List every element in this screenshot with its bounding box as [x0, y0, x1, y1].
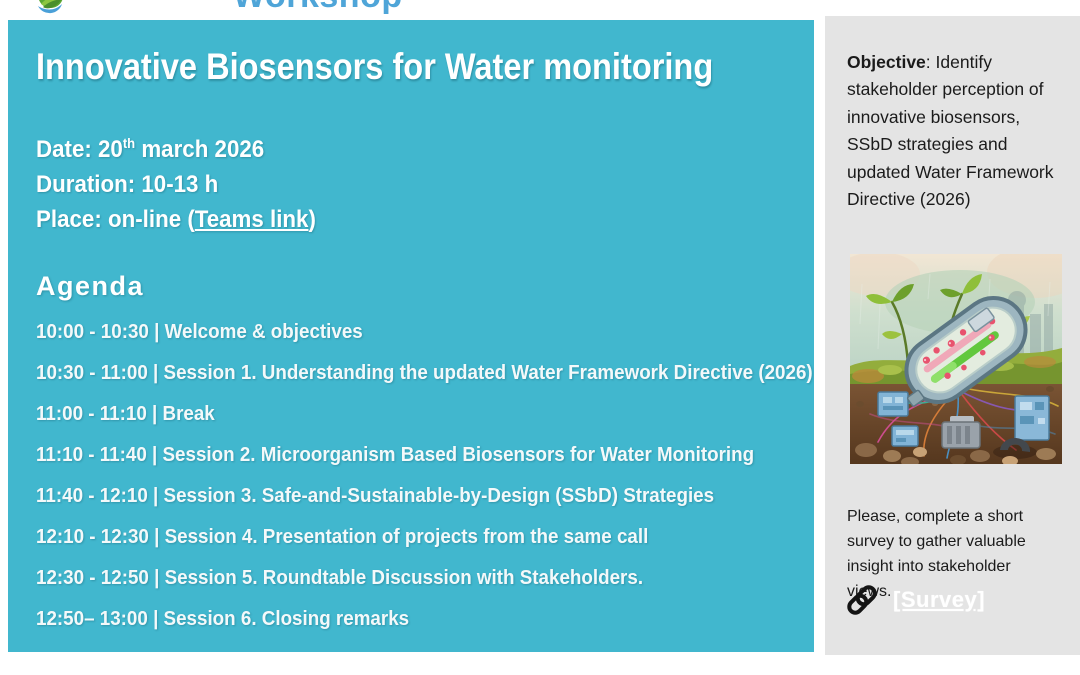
teams-link[interactable]: Teams link	[194, 206, 309, 233]
biosensor-soil-illustration	[850, 254, 1062, 464]
page-title: Innovative Biosensors for Water monitori…	[36, 46, 714, 87]
event-details: Date: 20th march 2026 Duration: 10-13 h …	[36, 132, 316, 237]
survey-row: [Survey]	[845, 583, 985, 617]
event-date: Date: 20th march 2026	[36, 135, 265, 163]
agenda-item: 11:40 - 12:10 | Session 3. Safe-and-Sust…	[36, 485, 715, 507]
workshop-wordmark-partial: Workshop	[233, 0, 423, 17]
chain-link-icon[interactable]	[845, 583, 879, 617]
survey-link[interactable]: [Survey]	[893, 587, 986, 612]
objective-text: Objective: Identify stakeholder percepti…	[847, 51, 1054, 210]
date-ordinal: th	[122, 135, 136, 151]
agenda-item: 11:10 - 11:40 | Session 2. Microorganism…	[36, 444, 755, 466]
agenda-item: 10:00 - 10:30 | Welcome & objectives	[36, 321, 363, 343]
agenda-item: 12:10 - 12:30 | Session 4. Presentation …	[36, 526, 649, 548]
agenda-item: 11:00 - 11:10 | Break	[36, 403, 215, 425]
sidebar: Objective: Identify stakeholder percepti…	[825, 16, 1080, 655]
objective-label: Objective	[847, 51, 926, 72]
workshop-flyer-panel: Innovative Biosensors for Water monitori…	[8, 20, 814, 652]
leaf-sphere-logo-icon	[34, 0, 66, 17]
agenda-list: 10:00 - 10:30 | Welcome & objectives 10:…	[36, 322, 862, 650]
event-place: Place: on-line (Teams link)	[36, 206, 316, 233]
agenda-item: 12:30 - 12:50 | Session 5. Roundtable Di…	[36, 567, 644, 589]
agenda-heading: Agenda	[36, 271, 145, 301]
survey-note: Please, complete a short survey to gathe…	[847, 508, 1026, 600]
agenda-item: 12:50– 13:00 | Session 6. Closing remark…	[36, 608, 410, 630]
agenda-item: 10:30 - 11:00 | Session 1. Understanding…	[36, 362, 813, 384]
event-duration: Duration: 10-13 h	[36, 171, 219, 198]
